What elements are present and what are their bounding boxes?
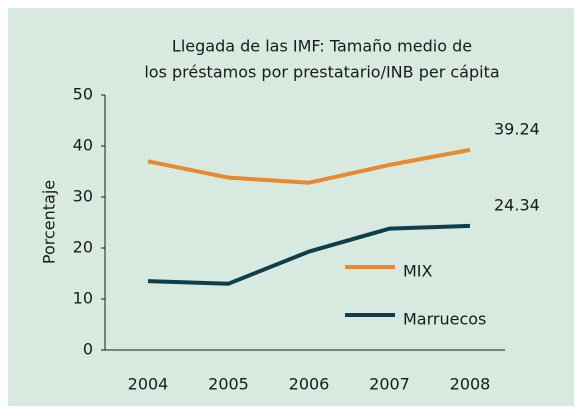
legend-label: Marruecos [403,310,486,329]
chart-title: Llegada de las IMF: Tamaño medio de [172,37,472,56]
y-tick-label: 30 [73,187,93,206]
y-axis-label: Porcentaje [40,180,59,264]
data-label: 24.34 [494,195,540,214]
x-tick-label: 2004 [128,375,169,394]
legend-label: MIX [403,262,433,281]
series-line [147,147,471,185]
chart-background [8,8,574,406]
x-tick-label: 2008 [450,375,491,394]
x-tick-label: 2005 [208,375,249,394]
series-line [147,223,471,286]
y-tick-label: 10 [73,289,93,308]
data-label: 39.24 [494,119,540,138]
y-tick-label: 20 [73,238,93,257]
chart-title: los préstamos por prestatario/INB per cá… [144,63,499,82]
y-tick-label: 0 [83,340,93,359]
y-tick-label: 40 [73,136,93,155]
x-tick-label: 2007 [369,375,410,394]
y-tick-label: 50 [73,85,93,104]
x-tick-label: 2006 [289,375,330,394]
